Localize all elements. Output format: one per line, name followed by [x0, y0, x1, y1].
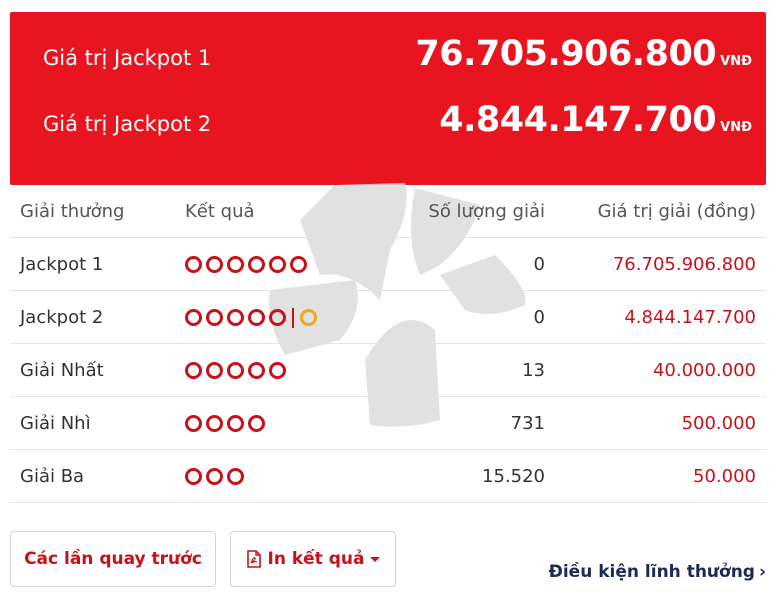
prize-result — [175, 237, 365, 291]
prize-name: Jackpot 1 — [10, 237, 175, 291]
prize-table: Giải thưởng Kết quả Số lượng giải Giá tr… — [10, 185, 766, 503]
prize-value: 40.000.000 — [555, 343, 766, 397]
prize-conditions-link[interactable]: Điều kiện lĩnh thưởng › — [549, 562, 766, 582]
prize-result — [175, 396, 365, 450]
ball-icon — [227, 468, 244, 485]
ball-icon — [206, 415, 223, 432]
prize-value: 76.705.906.800 — [555, 237, 766, 291]
special-ball-icon — [300, 309, 317, 326]
header-count: Số lượng giải — [365, 185, 555, 238]
jackpot-2-row: Giá trị Jackpot 2 4.844.147.700 VNĐ — [10, 98, 766, 158]
jackpot-2-label: Giá trị Jackpot 2 — [43, 112, 212, 136]
table-row: Giải Ba 15.520 50.000 — [10, 449, 766, 503]
print-results-button[interactable]: In kết quả — [230, 531, 396, 587]
prize-conditions-label: Điều kiện lĩnh thưởng — [548, 562, 755, 582]
pdf-icon — [246, 550, 261, 568]
print-results-label: In kết quả — [267, 549, 365, 569]
ball-icon — [185, 362, 202, 379]
table-row: Giải Nhất 13 40.000.000 — [10, 343, 766, 397]
prize-count: 15.520 — [365, 449, 555, 503]
header-value: Giá trị giải (đồng) — [555, 185, 766, 238]
prize-name: Giải Ba — [10, 449, 175, 503]
table-row: Jackpot 2 0 4.844.147.700 — [10, 290, 766, 344]
prize-count: 731 — [365, 396, 555, 450]
chevron-right-icon: › — [758, 562, 766, 582]
ball-icon — [185, 309, 202, 326]
ball-icon — [185, 256, 202, 273]
ball-icon — [206, 468, 223, 485]
prize-count: 0 — [365, 237, 555, 291]
ball-icon — [248, 415, 265, 432]
jackpot-banner: Giá trị Jackpot 1 76.705.906.800 VNĐ Giá … — [10, 12, 766, 185]
jackpot-1-label: Giá trị Jackpot 1 — [43, 46, 212, 70]
ball-icon — [269, 256, 286, 273]
prize-count: 0 — [365, 290, 555, 344]
ball-icon — [227, 256, 244, 273]
prize-result — [175, 343, 365, 397]
prize-name: Jackpot 2 — [10, 290, 175, 344]
prize-result — [175, 449, 365, 503]
table-header-row: Giải thưởng Kết quả Số lượng giải Giá tr… — [10, 185, 766, 238]
ball-icon — [185, 468, 202, 485]
jackpot-1-value: 76.705.906.800 VNĐ — [415, 34, 752, 74]
jackpot-1-row: Giá trị Jackpot 1 76.705.906.800 VNĐ — [10, 32, 766, 92]
ball-icon — [227, 362, 244, 379]
header-result: Kết quả — [175, 185, 365, 238]
ball-icon — [248, 362, 265, 379]
prize-value: 500.000 — [555, 396, 766, 450]
ball-icon — [248, 309, 265, 326]
prize-name: Giải Nhì — [10, 396, 175, 450]
ball-icon — [290, 256, 307, 273]
prize-value: 4.844.147.700 — [555, 290, 766, 344]
jackpot-1-unit: VNĐ — [720, 54, 752, 69]
prize-result — [175, 290, 365, 344]
table-row: Jackpot 1 0 76.705.906.800 — [10, 237, 766, 291]
prize-count: 13 — [365, 343, 555, 397]
ball-icon — [248, 256, 265, 273]
ball-icon — [227, 415, 244, 432]
header-prize: Giải thưởng — [10, 185, 175, 238]
ball-icon — [269, 362, 286, 379]
ball-icon — [185, 415, 202, 432]
jackpot-2-unit: VNĐ — [720, 120, 752, 135]
ball-icon — [269, 309, 286, 326]
jackpot-1-amount: 76.705.906.800 — [415, 34, 717, 74]
caret-down-icon — [370, 556, 381, 562]
ball-icon — [227, 309, 244, 326]
separator — [292, 307, 294, 328]
jackpot-2-value: 4.844.147.700 VNĐ — [439, 100, 752, 140]
jackpot-2-amount: 4.844.147.700 — [439, 100, 717, 140]
prize-value: 50.000 — [555, 449, 766, 503]
ball-icon — [206, 362, 223, 379]
previous-draws-button[interactable]: Các lần quay trước — [10, 531, 216, 587]
prize-name: Giải Nhất — [10, 343, 175, 397]
table-row: Giải Nhì 731 500.000 — [10, 396, 766, 450]
ball-icon — [206, 309, 223, 326]
ball-icon — [206, 256, 223, 273]
